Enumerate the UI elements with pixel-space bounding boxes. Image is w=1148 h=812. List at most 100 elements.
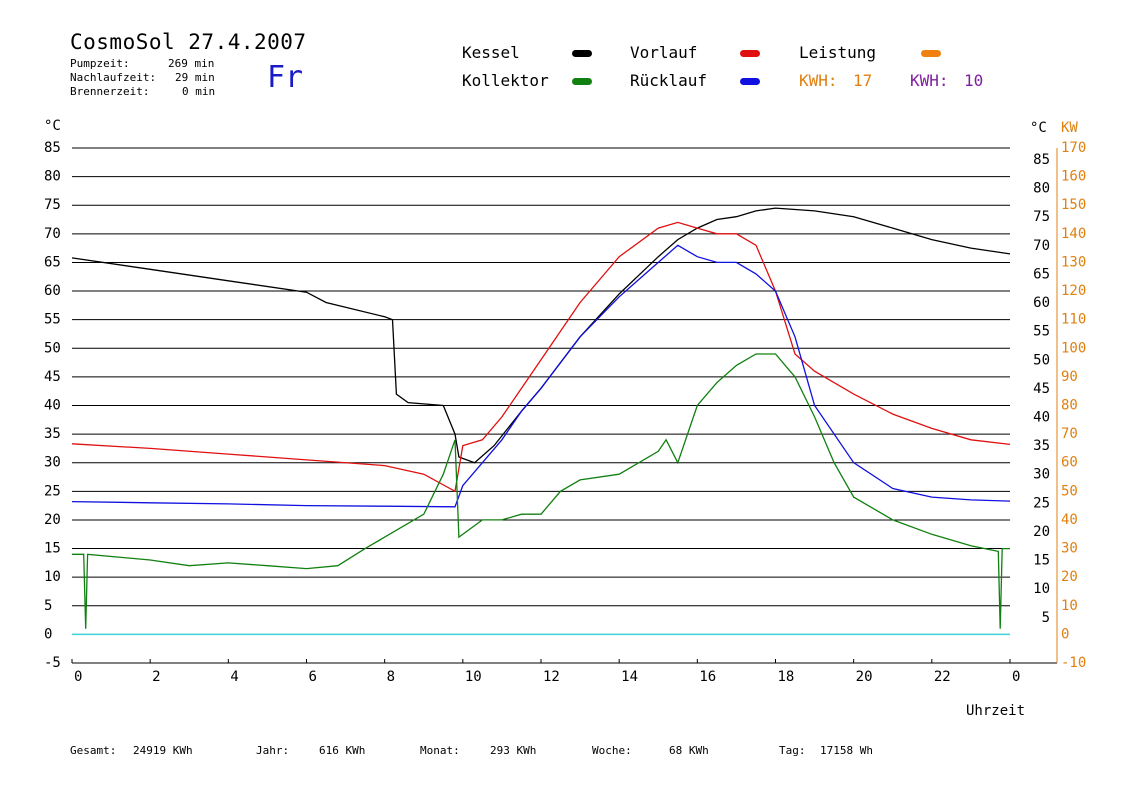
x-tick-label: 16 [699, 669, 716, 685]
power-tick-label: 0 [1061, 626, 1069, 642]
power-tick-label: 10 [1061, 598, 1078, 614]
y-tick-label-right: 80 [1033, 181, 1050, 197]
power-tick-label: 150 [1061, 197, 1086, 213]
power-tick-label: 170 [1061, 140, 1086, 156]
power-tick-label: 120 [1061, 283, 1086, 299]
x-tick-label: 18 [778, 669, 795, 685]
y-tick-label-right: 85 [1033, 152, 1050, 168]
stat-label-pumpzeit: Pumpzeit: [70, 57, 130, 70]
power-tick-label: 40 [1061, 512, 1078, 528]
footer-gesamt-label: Gesamt: [70, 744, 117, 757]
y-tick-label-left: 5 [44, 598, 52, 614]
legend-kwh1-value: 17 [853, 71, 873, 90]
x-tick-label: 10 [465, 669, 482, 685]
y-tick-label-left: 75 [44, 197, 61, 213]
legend-kwh1-label: KWH: [799, 71, 838, 90]
power-axis-label: KW [1061, 120, 1078, 136]
y-tick-label-left: 20 [44, 512, 61, 528]
y-tick-label-right: 40 [1033, 410, 1050, 426]
y-tick-label-left: 55 [44, 312, 61, 328]
x-tick-label: 2 [152, 669, 160, 685]
footer-tag-value: 17158 Wh [820, 744, 873, 757]
power-tick-label: 60 [1061, 455, 1078, 471]
footer-woche-label: Woche: [592, 744, 632, 757]
y-tick-label-right: 55 [1033, 324, 1050, 340]
x-tick-label: 22 [934, 669, 951, 685]
y-tick-label-right: 20 [1033, 524, 1050, 540]
x-tick-label: 0 [1012, 669, 1020, 685]
series-line-vorlauf [71, 221, 1011, 493]
footer-jahr-label: Jahr: [256, 744, 290, 757]
power-tick-label: 160 [1061, 169, 1086, 185]
y-axis-label-right: °C [1030, 120, 1047, 136]
series-line-rücklauf [71, 244, 1011, 508]
y-tick-label-left: 60 [44, 283, 61, 299]
stat-label-nachlaufzeit: Nachlaufzeit: [70, 71, 157, 84]
y-tick-label-left: 85 [44, 140, 61, 156]
legend-kwh2-value: 10 [964, 71, 984, 90]
chart-title: CosmoSol 27.4.2007 [70, 30, 307, 54]
footer-gesamt-value: 24919 KWh [133, 744, 193, 757]
legend-leistung-label: Leistung [799, 43, 877, 62]
y-tick-label-right: 50 [1033, 352, 1050, 368]
y-tick-label-left: 45 [44, 369, 61, 385]
y-tick-label-right: 25 [1033, 495, 1050, 511]
y-tick-label-right: 10 [1033, 581, 1050, 597]
y-tick-label-right: 15 [1033, 553, 1050, 569]
y-tick-label-left: 50 [44, 340, 61, 356]
power-tick-label: 20 [1061, 569, 1078, 585]
y-tick-label-left: 65 [44, 254, 61, 270]
x-tick-label: 4 [230, 669, 238, 685]
legend-ruecklauf-label: Rücklauf [630, 71, 708, 90]
power-tick-label: 50 [1061, 483, 1078, 499]
legend-ruecklauf-swatch [740, 78, 760, 85]
legend-kollektor-label: Kollektor [462, 71, 549, 90]
x-axis-label: Uhrzeit [966, 703, 1025, 719]
y-tick-label-right: 60 [1033, 295, 1050, 311]
series-line-kessel [71, 207, 1011, 464]
y-tick-label-left: 25 [44, 483, 61, 499]
legend-leistung-swatch [921, 50, 941, 57]
power-tick-label: 100 [1061, 340, 1086, 356]
power-tick-label: 80 [1061, 398, 1078, 414]
y-tick-label-right: 65 [1033, 266, 1050, 282]
y-axis-label-left: °C [44, 118, 61, 134]
y-tick-label-right: 30 [1033, 467, 1050, 483]
x-tick-label: 8 [387, 669, 395, 685]
stat-value-nachlaufzeit: 29 min [175, 71, 215, 84]
footer-jahr-value: 616 KWh [319, 744, 366, 757]
y-tick-label-left: 0 [44, 626, 52, 642]
legend-kollektor-swatch [572, 78, 592, 85]
x-tick-label: 20 [856, 669, 873, 685]
y-tick-label-left: 10 [44, 569, 61, 585]
power-tick-label: 140 [1061, 226, 1086, 242]
y-tick-label-left: -5 [44, 655, 61, 671]
x-tick-label: 6 [309, 669, 317, 685]
footer-monat-label: Monat: [420, 744, 460, 757]
weekday-label: Fr [267, 60, 304, 95]
footer-tag-label: Tag: [779, 744, 806, 757]
y-tick-label-right: 75 [1033, 209, 1050, 225]
y-tick-label-right: 45 [1033, 381, 1050, 397]
series-line-kollektor [72, 353, 1010, 629]
stat-label-brennerzeit: Brennerzeit: [70, 85, 150, 98]
legend-kessel-label: Kessel [462, 43, 520, 62]
power-tick-label: 30 [1061, 541, 1078, 557]
y-tick-label-left: 35 [44, 426, 61, 442]
legend-kwh2-label: KWH: [910, 71, 949, 90]
power-tick-label: 90 [1061, 369, 1078, 385]
x-tick-label: 12 [543, 669, 560, 685]
y-tick-label-left: 80 [44, 169, 61, 185]
power-tick-label: 130 [1061, 254, 1086, 270]
footer-woche-value: 68 KWh [669, 744, 709, 757]
legend-vorlauf-swatch [740, 50, 760, 57]
stat-value-brennerzeit: 0 min [182, 85, 216, 98]
y-tick-label-left: 15 [44, 541, 61, 557]
x-tick-label: 14 [621, 669, 638, 685]
power-tick-label: 110 [1061, 312, 1086, 328]
y-tick-label-left: 30 [44, 455, 61, 471]
y-tick-label-right: 5 [1042, 610, 1050, 626]
footer-monat-value: 293 KWh [490, 744, 537, 757]
y-tick-label-right: 35 [1033, 438, 1050, 454]
